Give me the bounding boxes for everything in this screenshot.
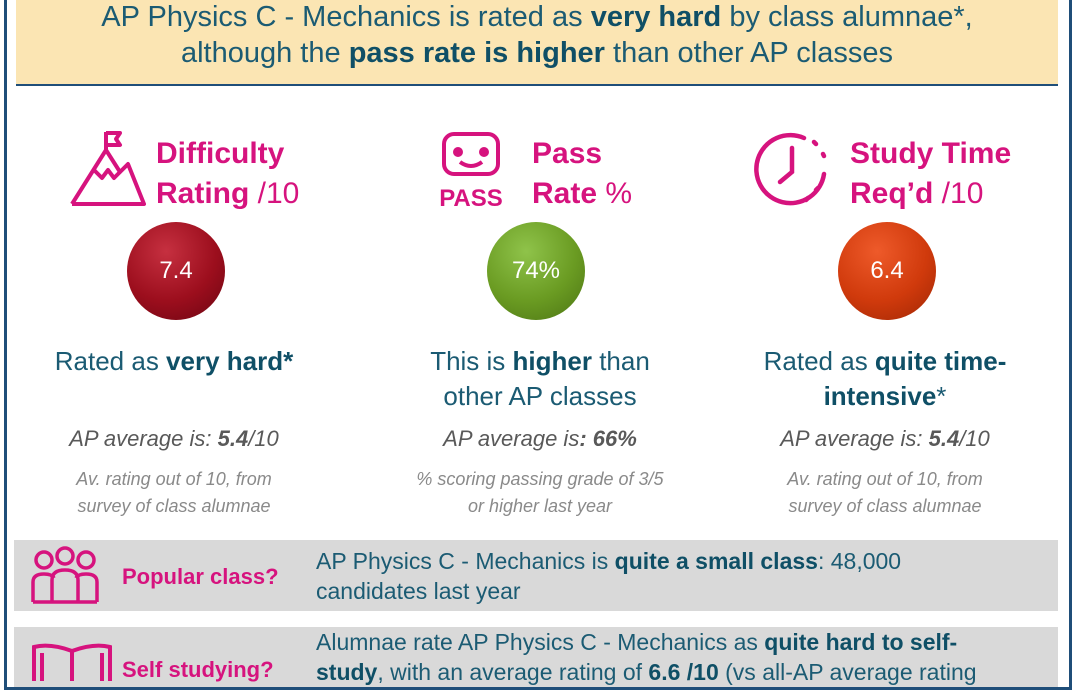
pass-rate-title: Pass Rate % (532, 137, 633, 210)
difficulty-title: Difficulty Rating /10 (156, 137, 300, 210)
self-study-text: Alumnae rate AP Physics C - Mechanics as… (316, 629, 977, 685)
difficulty-header: Difficulty Rating /10 (22, 120, 362, 220)
headline-line-1: AP Physics C - Mechanics is rated as ver… (101, 1, 973, 33)
clock-icon (754, 132, 827, 206)
popular-class-strip: Popular class? AP Physics C - Mechanics … (14, 540, 1058, 611)
headline-banner: AP Physics C - Mechanics is rated as ver… (16, 0, 1058, 86)
study-time-header: Study Time Req’d /10 (710, 120, 1050, 220)
popular-class-text: AP Physics C - Mechanics is quite a smal… (316, 548, 902, 604)
self-study-label: Self studying? (122, 657, 274, 682)
open-book-icon (32, 643, 112, 681)
mountain-flag-icon (70, 131, 146, 206)
svg-text:PASS: PASS (439, 185, 503, 210)
popular-class-label: Popular class? (122, 564, 279, 589)
study-time-title: Study Time Req’d /10 (850, 137, 1012, 210)
study-time-ap-average: AP average is: 5.4/10 (780, 426, 990, 451)
difficulty-value-badge: 7.4 (127, 222, 225, 320)
people-group-icon (31, 546, 99, 604)
pass-rate-footnote: % scoring passing grade of 3/5 or higher … (416, 469, 664, 516)
study-time-footnote: Av. rating out of 10, from survey of clas… (787, 469, 983, 516)
study-time-value-badge: 6.4 (838, 222, 936, 320)
pass-badge-icon: PASS (439, 132, 503, 210)
pass-rate-ap-average: AP average is: 66% (443, 426, 637, 451)
difficulty-description: Rated as very hard* (54, 346, 294, 376)
pass-rate-value-badge: 74% (487, 222, 585, 320)
headline-line-2: although the pass rate is higher than ot… (180, 37, 894, 69)
pass-rate-description: This is higher than other AP classes (430, 346, 650, 411)
pass-rate-header: PASS Pass Rate % (370, 120, 710, 220)
difficulty-ap-average: AP average is: 5.4/10 (69, 426, 279, 451)
difficulty-footnote: Av. rating out of 10, from survey of clas… (76, 469, 272, 516)
study-time-description: Rated as quite time-intensive* (763, 346, 1007, 411)
self-study-strip: Self studying? Alumnae rate AP Physics C… (14, 627, 1058, 687)
